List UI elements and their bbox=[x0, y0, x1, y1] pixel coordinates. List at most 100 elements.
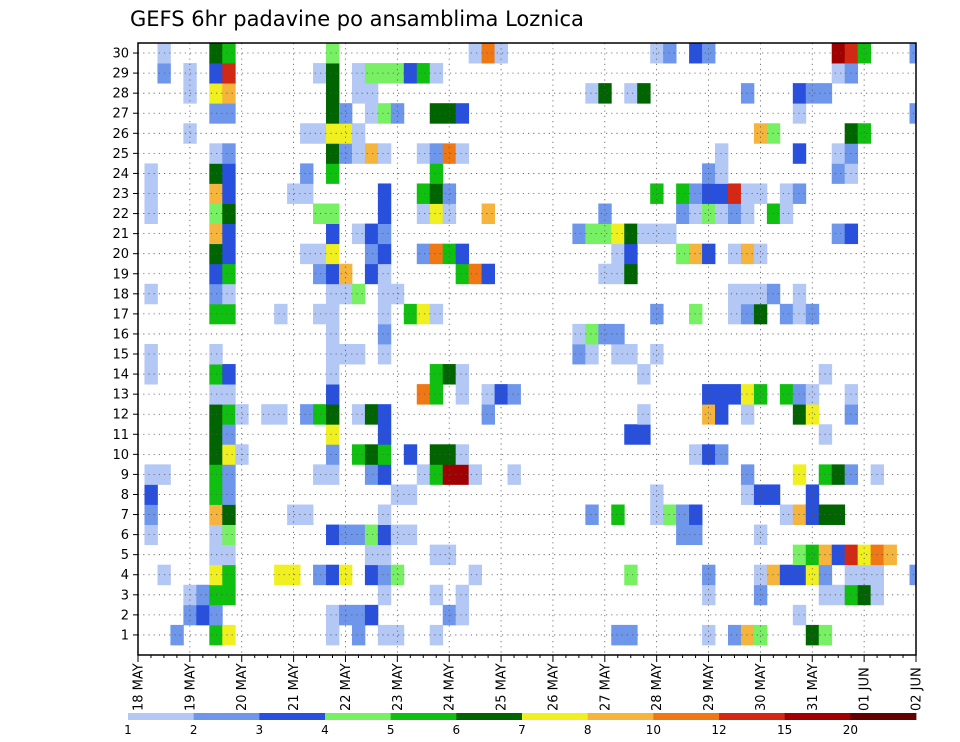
heatmap-cell bbox=[222, 263, 236, 285]
heatmap-cell bbox=[377, 544, 392, 566]
heatmap-cell bbox=[326, 604, 340, 626]
heatmap-cell bbox=[429, 584, 444, 606]
heatmap-cell bbox=[377, 343, 392, 365]
heatmap-cell bbox=[377, 524, 392, 546]
heatmap-cell bbox=[572, 223, 586, 245]
heatmap-cell bbox=[585, 343, 599, 365]
heatmap-cell bbox=[663, 504, 677, 525]
heatmap-cell bbox=[650, 183, 664, 204]
heatmap-cell bbox=[313, 63, 327, 84]
heatmap-cell bbox=[144, 283, 158, 305]
y-tick-label: 11 bbox=[112, 428, 129, 443]
heatmap-cell bbox=[598, 263, 612, 285]
heatmap-cell bbox=[222, 584, 236, 606]
heatmap-cell bbox=[805, 504, 820, 525]
heatmap-cell bbox=[326, 624, 340, 646]
heatmap-cell bbox=[403, 524, 418, 546]
x-tick-label: 18 MAY bbox=[132, 663, 147, 711]
heatmap-cell bbox=[585, 504, 599, 525]
y-tick-label: 30 bbox=[112, 47, 129, 62]
legend-swatch bbox=[325, 713, 392, 720]
heatmap-cell bbox=[364, 103, 379, 124]
heatmap-cell bbox=[170, 624, 184, 646]
heatmap-cell bbox=[805, 404, 820, 425]
heatmap-cell bbox=[702, 43, 716, 64]
heatmap-cell bbox=[326, 564, 340, 586]
heatmap-cell bbox=[740, 183, 755, 204]
heatmap-cell bbox=[727, 183, 742, 204]
heatmap-cell bbox=[300, 243, 314, 265]
heatmap-cell bbox=[429, 364, 444, 385]
heatmap-cell bbox=[442, 183, 457, 204]
heatmap-cell bbox=[222, 163, 236, 184]
heatmap-cell bbox=[377, 584, 392, 606]
heatmap-cell bbox=[753, 283, 768, 305]
legend-level-label: 10 bbox=[646, 723, 661, 737]
heatmap-cell bbox=[429, 143, 444, 164]
legend-level-label: 12 bbox=[711, 723, 726, 737]
heatmap-cell bbox=[364, 223, 379, 245]
heatmap-cell bbox=[650, 223, 664, 245]
heatmap-cells bbox=[144, 43, 917, 646]
heatmap-cell bbox=[702, 243, 716, 265]
heatmap-cell bbox=[753, 384, 768, 405]
heatmap-cell bbox=[598, 203, 612, 224]
heatmap-cell bbox=[326, 143, 340, 164]
heatmap-cell bbox=[442, 544, 457, 566]
heatmap-cell bbox=[416, 143, 431, 164]
heatmap-cell bbox=[805, 484, 820, 505]
x-tick-label: 20 MAY bbox=[235, 663, 250, 711]
heatmap-cell bbox=[455, 464, 470, 485]
heatmap-cell bbox=[287, 564, 301, 586]
legend-swatch bbox=[587, 713, 654, 720]
heatmap-cell bbox=[390, 524, 405, 546]
heatmap-cell bbox=[416, 183, 431, 204]
heatmap-cell bbox=[585, 83, 599, 104]
heatmap-cell bbox=[455, 103, 470, 124]
heatmap-cell bbox=[650, 43, 664, 64]
heatmap-cell bbox=[831, 223, 846, 245]
heatmap-cell bbox=[326, 223, 340, 245]
heatmap-cell bbox=[650, 343, 664, 365]
heatmap-cell bbox=[702, 203, 716, 224]
heatmap-cell bbox=[300, 123, 314, 144]
heatmap-cell bbox=[831, 464, 846, 485]
heatmap-cell bbox=[222, 404, 236, 425]
heatmap-cell bbox=[805, 544, 820, 566]
heatmap-cell bbox=[326, 43, 340, 64]
x-tick-label: 31 MAY bbox=[806, 663, 821, 711]
heatmap-cell bbox=[144, 524, 158, 546]
heatmap-cell bbox=[611, 223, 625, 245]
heatmap-cell bbox=[624, 263, 638, 285]
heatmap-cell bbox=[326, 384, 340, 405]
heatmap-cell bbox=[650, 504, 664, 525]
heatmap-cell bbox=[300, 183, 314, 204]
heatmap-cell bbox=[676, 243, 690, 265]
heatmap-cell bbox=[442, 243, 457, 265]
heatmap-cell bbox=[403, 484, 418, 505]
heatmap-cell bbox=[753, 484, 768, 505]
y-tick-label: 18 bbox=[112, 287, 129, 302]
heatmap-cell bbox=[624, 564, 638, 586]
heatmap-cell bbox=[261, 404, 275, 425]
heatmap-cell bbox=[429, 243, 444, 265]
heatmap-cell bbox=[442, 103, 457, 124]
heatmap-cell bbox=[326, 103, 340, 124]
heatmap-cell bbox=[364, 83, 379, 104]
heatmap-cell bbox=[326, 83, 340, 104]
heatmap-cell bbox=[287, 504, 301, 525]
y-tick-label: 21 bbox=[112, 227, 129, 242]
y-tick-label: 10 bbox=[112, 448, 129, 463]
heatmap-cell bbox=[779, 303, 794, 325]
legend-level-label: 5 bbox=[387, 723, 395, 737]
heatmap-cell bbox=[222, 384, 236, 405]
heatmap-cell bbox=[326, 63, 340, 84]
x-tick-label: 01 JUN bbox=[858, 667, 873, 711]
legend-swatch bbox=[850, 713, 917, 720]
heatmap-cell bbox=[689, 243, 703, 265]
y-tick-label: 9 bbox=[121, 468, 129, 483]
heatmap-cell bbox=[611, 263, 625, 285]
heatmap-cell bbox=[364, 524, 379, 546]
heatmap-cell bbox=[351, 604, 366, 626]
heatmap-cell bbox=[753, 243, 768, 265]
